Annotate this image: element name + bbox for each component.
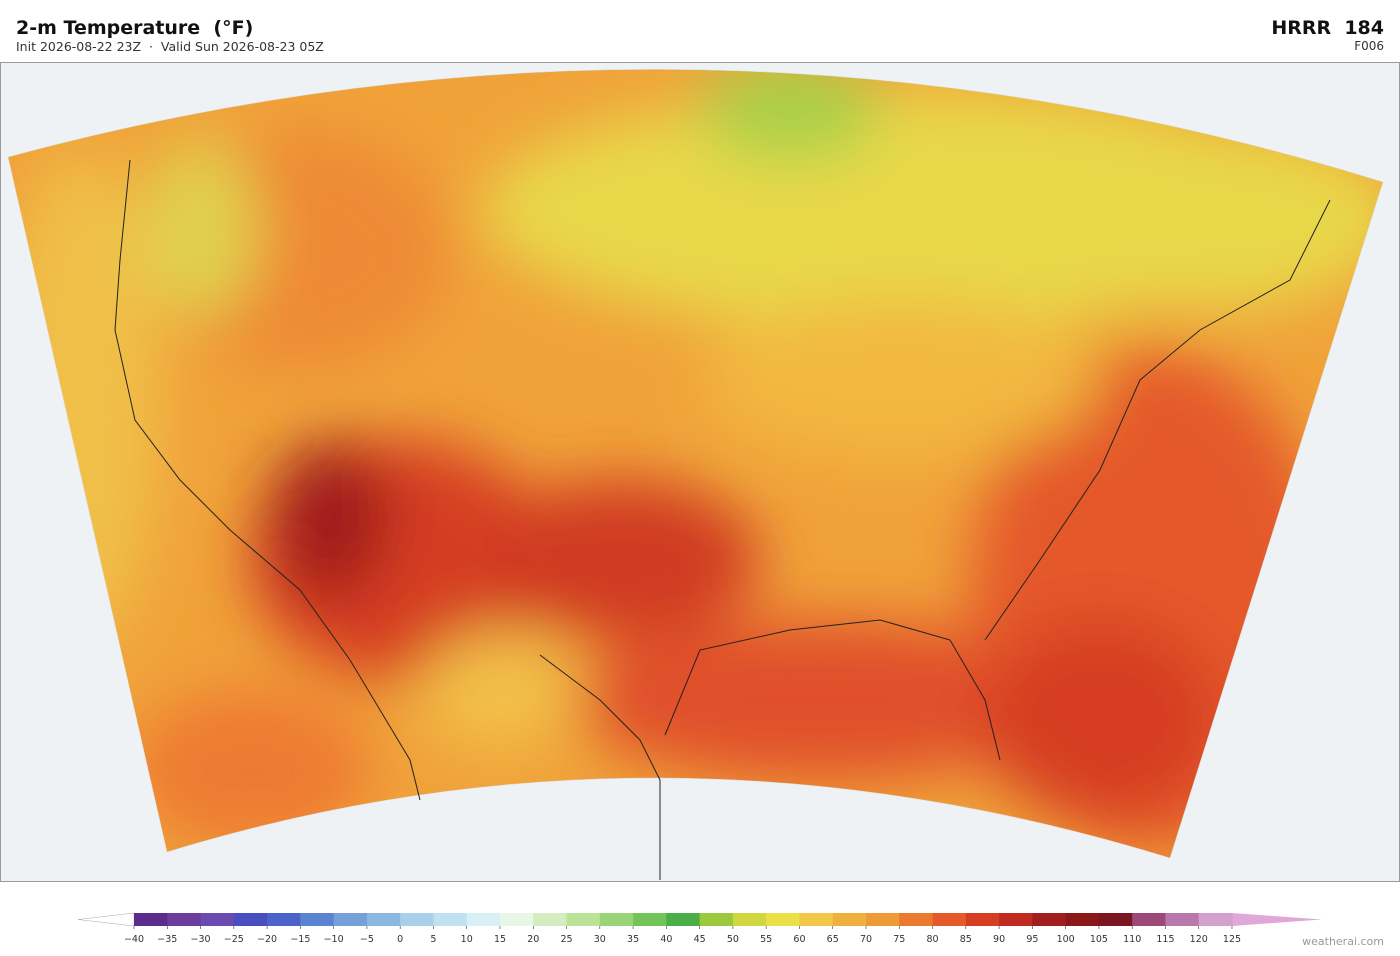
colorbar-tick-label: 80 — [926, 934, 938, 945]
colorbar-bin — [932, 913, 967, 926]
colorbar-bin — [699, 913, 734, 926]
colorbar-under — [77, 912, 135, 927]
colorbar-bin — [999, 913, 1033, 926]
colorbar-bin — [899, 913, 934, 926]
colorbar-bin — [200, 913, 235, 926]
colorbar-tick-label: 110 — [1123, 934, 1141, 945]
colorbar-tick-label: −5 — [360, 934, 374, 945]
colorbar-bin — [433, 913, 468, 926]
colorbar-bin — [333, 913, 368, 926]
colorbar-tick-label: 65 — [827, 934, 839, 945]
colorbar-tick-label: 5 — [430, 934, 436, 945]
colorbar-bin — [599, 913, 634, 926]
colorbar-tick-label: 125 — [1223, 934, 1241, 945]
colorbar-tick-label: 25 — [560, 934, 572, 945]
colorbar-bin — [1032, 913, 1067, 926]
colorbar-bin — [1065, 913, 1100, 926]
colorbar-bin — [1198, 913, 1233, 926]
colorbar: −40 −35 −30 −25 −20 −15 −10 −5 0 5 10 15 20 25 30 35 40 4… — [77, 912, 1322, 945]
colorbar-bin — [633, 913, 667, 926]
colorbar-tick-label: −15 — [290, 934, 310, 945]
colorbar-tick-label: 55 — [760, 934, 772, 945]
colorbar-tick-label: −35 — [157, 934, 177, 945]
colorbar-bin — [866, 913, 900, 926]
colorbar-tick-label: −40 — [124, 934, 144, 945]
colorbar-bin — [267, 913, 301, 926]
colorbar-bin — [533, 913, 568, 926]
colorbar-tick-label: 0 — [397, 934, 403, 945]
colorbar-bin — [566, 913, 601, 926]
colorbar-bin — [300, 913, 335, 926]
colorbar-over — [1232, 913, 1322, 926]
colorbar-bin — [1165, 913, 1200, 926]
colorbar-bin — [167, 913, 202, 926]
title: 2-m Temperature (°F) — [16, 17, 253, 39]
temperature-field — [8, 69, 1383, 858]
watermark: weatherai.com — [1302, 935, 1384, 948]
subtitle: Init 2026-08-22 23Z · Valid Sun 2026-08-… — [16, 39, 324, 54]
colorbar-tick-label: 115 — [1156, 934, 1174, 945]
colorbar-bin — [965, 913, 1000, 926]
colorbar-bin — [732, 913, 767, 926]
colorbar-bin — [366, 913, 401, 926]
colorbar-tick-label: −25 — [224, 934, 244, 945]
colorbar-bin — [832, 913, 867, 926]
colorbar-tick-label: 35 — [627, 934, 639, 945]
colorbar-bin — [233, 913, 268, 926]
colorbar-bin — [466, 913, 501, 926]
colorbar-tick-label: 85 — [960, 934, 972, 945]
colorbar-tick-label: 45 — [694, 934, 706, 945]
model-label: HRRR 184 — [1271, 17, 1384, 39]
colorbar-tick-label: 100 — [1057, 934, 1075, 945]
colorbar-tick-label: −20 — [257, 934, 277, 945]
colorbar-tick-label: 20 — [527, 934, 539, 945]
colorbar-tick-label: 50 — [727, 934, 739, 945]
colorbar-tick-label: 70 — [860, 934, 872, 945]
colorbar-tick-label: 90 — [993, 934, 1005, 945]
colorbar-tick-label: 105 — [1090, 934, 1108, 945]
colorbar-bin — [666, 913, 701, 926]
colorbar-bin — [134, 913, 168, 926]
colorbar-tick-label: −10 — [324, 934, 344, 945]
colorbar-tick-label: 40 — [660, 934, 672, 945]
colorbar-tick-label: 15 — [494, 934, 506, 945]
colorbar-tick-label: 95 — [1026, 934, 1038, 945]
colorbar-bin — [799, 913, 834, 926]
colorbar-bin — [500, 913, 534, 926]
colorbar-bin — [1098, 913, 1133, 926]
domain-outline — [7, 69, 1384, 859]
colorbar-bin — [1132, 913, 1166, 926]
colorbar-tick-label: 75 — [893, 934, 905, 945]
colorbar-bin — [766, 913, 800, 926]
colorbar-bin — [400, 913, 434, 926]
colorbar-tick-label: −30 — [191, 934, 211, 945]
coastlines — [114, 159, 1331, 880]
forecast-hour: F006 — [1354, 39, 1384, 53]
colorbar-tick-label: 60 — [793, 934, 805, 945]
colorbar-tick-label: 10 — [461, 934, 473, 945]
colorbar-tick-label: 120 — [1190, 934, 1208, 945]
colorbar-tick-label: 30 — [594, 934, 606, 945]
